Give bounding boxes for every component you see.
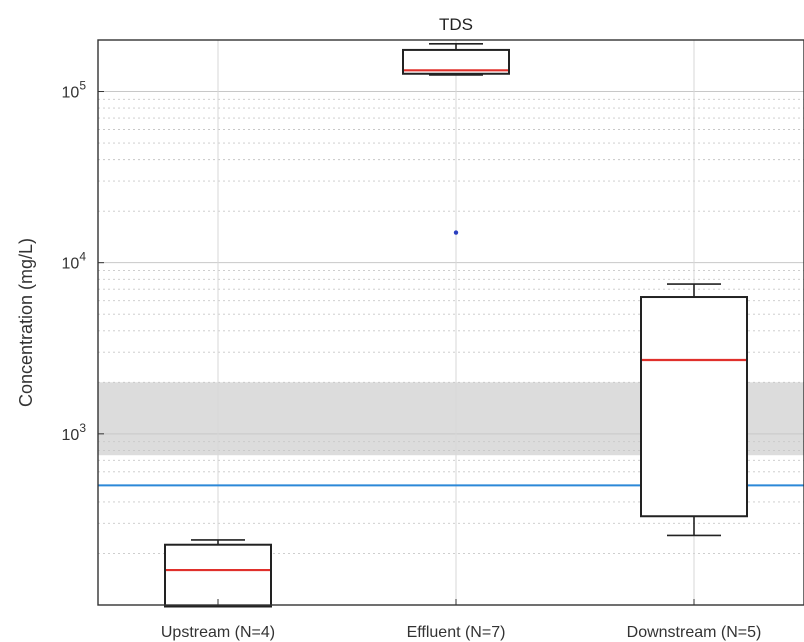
y-axis-label: Concentration (mg/L)	[16, 238, 36, 407]
box-group-1	[164, 539, 272, 608]
y-tick-base: 10	[62, 256, 80, 273]
label-layer: Upstream (N=4) Effluent (N=7) Downstream (…	[16, 238, 761, 641]
outlier-point	[453, 230, 459, 235]
x-tick-label: Upstream (N=4)	[161, 624, 275, 641]
y-tick-label: 104	[62, 250, 87, 273]
y-tick-base: 10	[62, 427, 80, 444]
box-group-2	[402, 43, 510, 235]
y-tick-label: 105	[62, 79, 87, 102]
box-group-3	[640, 283, 748, 537]
box	[640, 296, 748, 518]
y-tick-exponent: 3	[79, 421, 86, 435]
chart-title: TDS	[439, 15, 473, 34]
y-tick-exponent: 4	[79, 250, 86, 264]
box	[164, 543, 272, 608]
box	[402, 48, 510, 75]
plot-border	[97, 39, 804, 606]
y-tick-exponent: 5	[79, 79, 86, 93]
y-tick-base: 10	[62, 85, 80, 102]
plot-layer	[97, 39, 804, 608]
y-tick-label: 103	[62, 421, 87, 444]
x-tick-label: Downstream (N=5)	[627, 624, 762, 641]
x-tick-label: Effluent (N=7)	[407, 624, 506, 641]
